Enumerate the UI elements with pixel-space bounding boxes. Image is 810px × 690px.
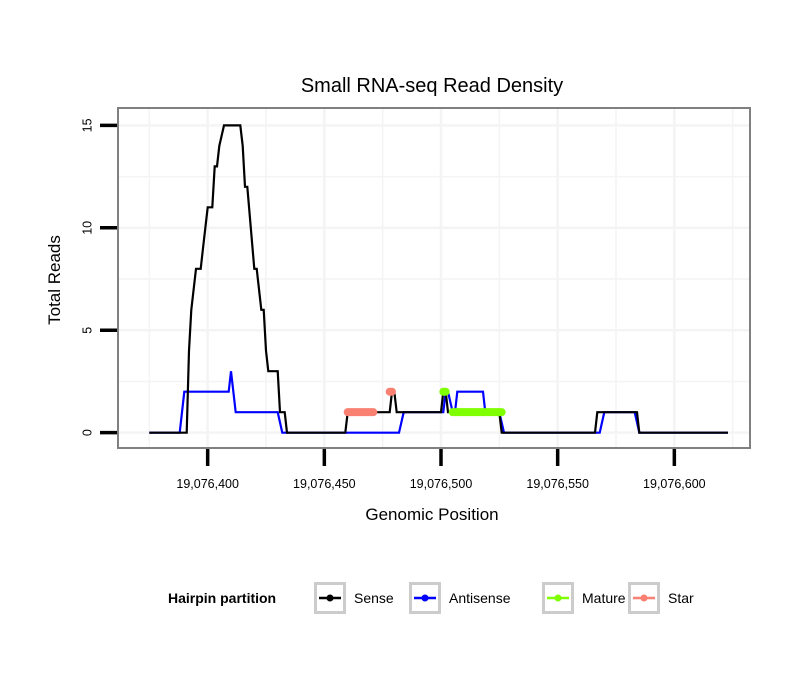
plot-panel	[117, 107, 751, 449]
y-tick-label: 10	[80, 221, 94, 235]
legend-title: Hairpin partition	[168, 590, 276, 606]
y-axis-title: Total Reads	[45, 235, 64, 325]
x-tick-label: 19,076,500	[410, 477, 473, 491]
x-tick-label: 19,076,400	[176, 477, 239, 491]
legend-label-star: Star	[668, 590, 694, 606]
legend-label-antisense: Antisense	[449, 590, 511, 606]
grid	[119, 109, 749, 447]
series-layer	[149, 124, 728, 434]
y-tick-label: 0	[80, 429, 94, 436]
legend-marker-mature	[554, 594, 562, 602]
legend-marker-sense	[326, 594, 334, 602]
y-axis: 0 5 10 15	[80, 118, 117, 436]
legend-marker-antisense	[421, 594, 429, 602]
legend: Hairpin partition Sense Antisense Mature St…	[168, 582, 694, 614]
x-axis-title: Genomic Position	[365, 505, 498, 524]
legend-label-mature: Mature	[582, 590, 626, 606]
y-tick-label: 5	[80, 327, 94, 334]
chart-title: Small RNA-seq Read Density	[301, 75, 563, 97]
x-tick-label: 19,076,600	[643, 477, 706, 491]
y-tick-label: 15	[80, 118, 94, 132]
x-tick-label: 19,076,450	[293, 477, 356, 491]
x-tick-label: 19,076,550	[526, 477, 589, 491]
legend-marker-star	[640, 594, 648, 602]
x-axis: 19,076,400 19,076,450 19,076,500 19,076,550…	[176, 449, 706, 491]
legend-label-sense: Sense	[354, 590, 394, 606]
